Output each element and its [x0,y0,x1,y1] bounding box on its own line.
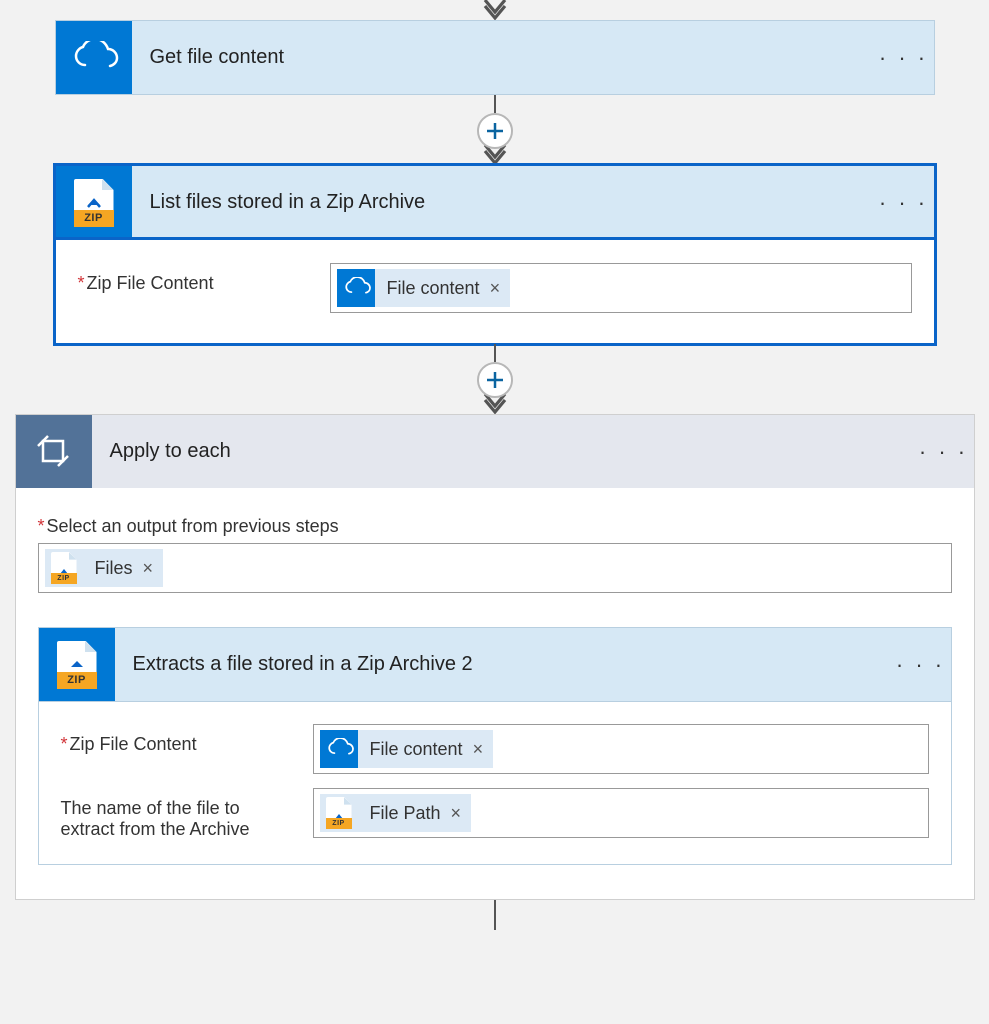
inner-flow: ZIP Extracts a file stored in a Zip Arch… [38,627,952,865]
token-label: File content [370,739,463,760]
action-title: Extracts a file stored in a Zip Archive … [115,653,891,676]
action-title: Get file content [132,46,874,69]
param-input[interactable]: File content × [330,263,912,313]
token-remove-button[interactable]: × [143,558,154,579]
action-body: *Zip File Content File content × [55,239,935,344]
token-label: Files [95,558,133,579]
action-body: *Zip File Content File content × [38,702,952,865]
param-label: *Zip File Content [61,724,297,755]
zip-icon: ZIP [45,549,83,587]
action-get-file-content[interactable]: Get file content · · · [55,20,935,95]
action-title: List files stored in a Zip Archive [132,191,874,214]
param-input[interactable]: ZIP File Path × [313,788,929,838]
action-menu-button[interactable]: · · · [874,190,934,216]
param-label: *Zip File Content [78,263,314,294]
zip-icon: ZIP [320,794,358,832]
action-list-zip-files: ZIP List files stored in a Zip Archive ·… [55,165,935,344]
connector-line [494,900,496,930]
param-input[interactable]: ZIP Files × [38,543,952,593]
onedrive-icon [337,269,375,307]
add-step-button[interactable] [477,362,513,398]
action-menu-button[interactable]: · · · [914,439,974,465]
token-label: File content [387,278,480,299]
token-file-path[interactable]: ZIP File Path × [320,794,472,832]
token-file-content[interactable]: File content × [337,269,511,307]
zip-badge: ZIP [74,210,114,226]
param-zip-file-content: *Zip File Content File content × [78,263,912,313]
param-file-name: The name of the file to extract from the… [61,788,929,840]
action-menu-button[interactable]: · · · [891,652,951,678]
param-label: The name of the file to extract from the… [61,788,297,840]
add-step-button[interactable] [477,113,513,149]
onedrive-icon [56,21,132,94]
token-files[interactable]: ZIP Files × [45,549,164,587]
token-remove-button[interactable]: × [473,739,484,760]
token-file-content[interactable]: File content × [320,730,494,768]
arrow-icon [481,0,509,20]
flow-canvas: Get file content · · · ZIP List files st… [0,0,989,960]
param-input[interactable]: File content × [313,724,929,774]
action-extract-zip-file[interactable]: ZIP Extracts a file stored in a Zip Arch… [38,627,952,702]
onedrive-icon [320,730,358,768]
action-title: Apply to each [92,440,914,463]
action-body: *Select an output from previous steps ZI… [16,488,974,899]
loop-icon [16,415,92,488]
action-header[interactable]: ZIP List files stored in a Zip Archive ·… [55,165,935,239]
token-remove-button[interactable]: × [451,803,462,824]
apply-to-each: Apply to each · · · *Select an output fr… [15,414,975,900]
zip-icon: ZIP [56,166,132,239]
token-remove-button[interactable]: × [490,278,501,299]
param-label: *Select an output from previous steps [38,516,952,537]
action-menu-button[interactable]: · · · [874,45,934,71]
token-label: File Path [370,803,441,824]
param-zip-file-content: *Zip File Content File content × [61,724,929,774]
zip-icon: ZIP [39,628,115,701]
action-header[interactable]: Apply to each · · · [16,415,974,488]
connector-line [494,95,496,113]
connector-line [494,344,496,362]
